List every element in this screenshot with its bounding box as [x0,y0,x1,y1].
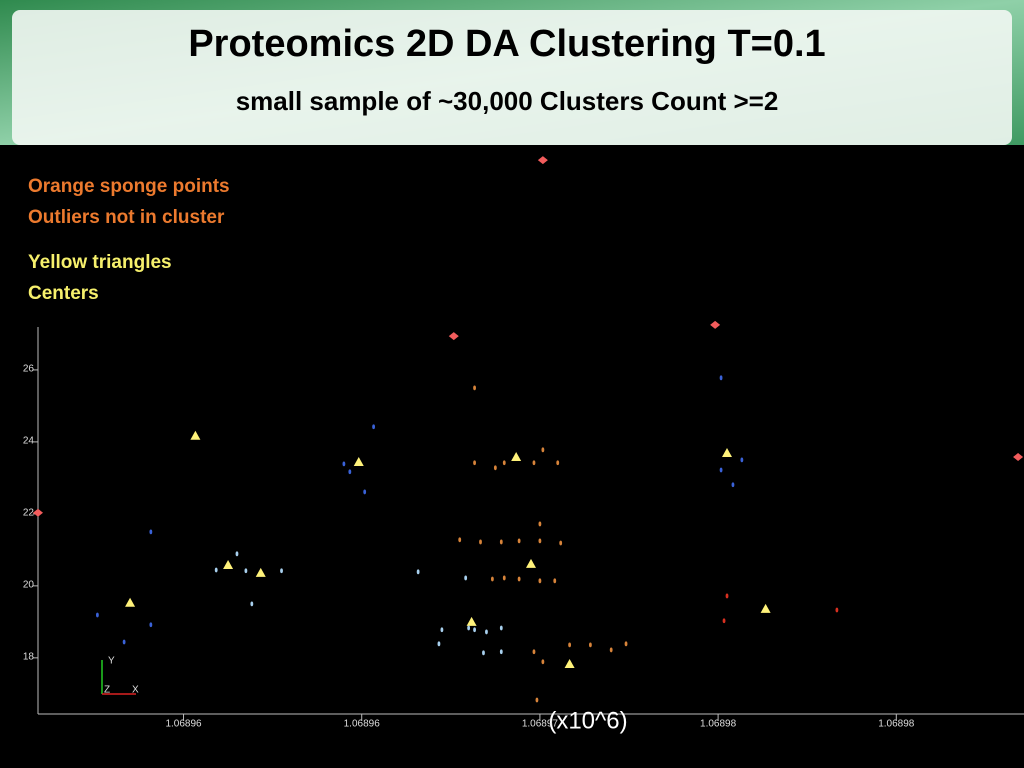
point-dot [363,489,367,495]
legend-name: Orange sponge points [28,176,230,197]
gizmo-label: Y [108,656,115,667]
point-dot [624,641,628,647]
point-triangle [760,603,771,613]
point-dot [493,465,497,471]
y-tick-label: 26 [23,364,35,375]
point-dot [482,650,485,656]
point-dot [568,642,572,648]
point-dot [467,625,471,631]
point-dot [416,569,420,575]
point-dot [149,529,153,535]
point-dot [502,460,506,466]
x-tick-label: 1.06898 [700,719,737,730]
point-dot [719,375,723,381]
point-dot [372,424,375,430]
y-tick-label: 20 [23,580,35,591]
chart-title: Proteomics 2D DA Clustering T=0.1 [188,23,825,65]
point-dot [499,625,503,631]
point-dot [835,607,839,613]
legend-description: Centers [28,283,99,304]
x-tick-label: 1.06896 [165,719,202,730]
point-triangle [564,658,575,668]
chart-subtitle: small sample of ~30,000 Clusters Count >… [236,86,779,116]
point-dot [485,629,488,635]
point-dot [556,460,560,466]
x-tick-label: 1.06897 [522,719,559,730]
point-triangle [511,452,522,462]
point-dot [532,460,536,466]
point-triangle [353,457,364,467]
point-triangle [223,559,234,569]
point-dot [517,538,521,544]
point-dot [437,641,441,647]
point-dot [235,551,239,557]
point-dot [95,612,99,618]
point-dot [250,601,254,607]
point-dot [722,618,726,624]
point-dot [490,576,494,582]
point-dot [244,568,248,574]
point-dot [559,540,563,546]
point-dot [214,567,218,573]
point-dot [541,659,545,665]
point-dot [280,568,283,574]
point-triangle [255,567,266,577]
point-dot [731,482,735,488]
point-dot [464,575,468,581]
x-tick-label: 1.06896 [344,719,381,730]
y-tick-label: 24 [23,436,35,447]
point-dot [473,460,476,466]
point-dot [502,575,506,581]
point-dot [122,639,126,645]
point-dot [149,622,153,628]
point-dot [458,537,462,543]
point-dot [538,538,542,544]
y-tick-label: 22 [23,508,35,519]
legend-description: Outliers not in cluster [28,207,225,228]
point-diamond [537,156,548,165]
gizmo-label: X [132,685,139,696]
point-dot [719,467,723,473]
point-dot [499,649,503,655]
point-dot [473,385,476,391]
point-dot [479,539,482,545]
point-dot [609,647,613,653]
point-dot [538,578,542,584]
point-diamond [448,332,459,341]
point-dot [440,627,444,633]
x-tick-label: 1.06898 [878,719,915,730]
point-diamond [710,320,721,329]
gizmo-label: Z [104,685,110,696]
point-triangle [190,430,201,440]
point-dot [473,627,476,633]
point-dot [541,447,545,453]
point-dot [538,521,542,527]
point-dot [348,469,352,475]
point-dot [535,697,539,703]
point-diamond [1013,453,1024,462]
point-dot [553,578,557,584]
point-dot [532,649,536,655]
point-triangle [722,448,733,458]
point-triangle [466,616,477,626]
point-dot [725,593,729,599]
point-dot [499,539,503,545]
point-dot [342,461,346,467]
point-triangle [125,597,136,607]
legend-name: Yellow triangles [28,252,172,273]
header-box [12,10,1012,145]
point-diamond [33,508,43,517]
point-dot [588,642,592,648]
y-tick-label: 18 [23,651,35,662]
point-dot [740,457,744,463]
point-triangle [526,558,536,568]
x-scale-label: (x10^6) [548,707,627,734]
point-dot [517,576,521,582]
